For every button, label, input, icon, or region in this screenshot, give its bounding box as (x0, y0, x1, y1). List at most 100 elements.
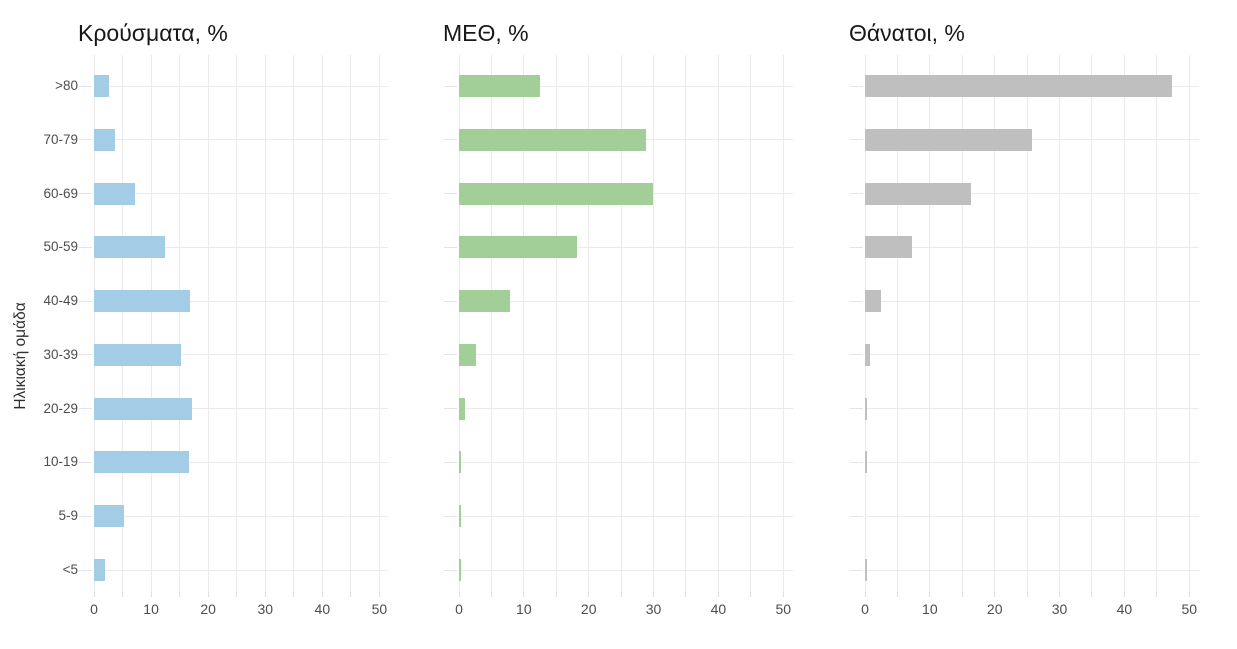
x-axis-tick (321, 592, 323, 597)
bar-5-9 (94, 505, 124, 528)
bar-20-29 (94, 397, 193, 420)
x-gridline (994, 55, 996, 592)
bar->80 (865, 75, 1172, 97)
x-gridline (458, 55, 460, 592)
x-gridline (750, 55, 752, 592)
panel-icu: 0 10 20 30 40 50 (444, 55, 793, 617)
y-category-label: 30-39 (43, 346, 78, 362)
y-axis-tick (850, 515, 863, 517)
bar-20-29 (459, 397, 466, 420)
x-tick-label: 40 (710, 601, 727, 617)
x-tick-label: 20 (580, 601, 597, 617)
y-category-label: >80 (55, 78, 78, 93)
y-gridline (94, 246, 388, 248)
x-axis-tick (1026, 592, 1028, 597)
x-axis-tick (179, 592, 181, 597)
y-gridline (459, 246, 793, 248)
y-gridline (865, 193, 1199, 195)
x-tick-label: 50 (371, 601, 388, 617)
panel-cases: 0 10 20 30 40 50 >80 70-79 60-69 50-59 40-49 30-39 2… (43, 55, 388, 617)
y-axis-tick (850, 139, 863, 141)
y-axis-tick (850, 193, 863, 195)
panel-title-icu: ΜΕΘ, % (443, 20, 529, 46)
x-axis-tick (782, 592, 784, 597)
bar-<5 (459, 559, 461, 582)
x-gridline (1059, 55, 1061, 592)
x-axis-tick (122, 592, 124, 597)
y-axis-tick (850, 461, 863, 463)
x-tick-label: 10 (143, 601, 159, 617)
bar-60-69 (94, 182, 135, 205)
x-axis-tick (653, 592, 655, 597)
x-gridline (523, 55, 525, 592)
x-axis-tick (523, 592, 525, 597)
y-axis-tick (850, 354, 863, 356)
x-gridline (264, 55, 266, 592)
y-category-label: 60-69 (43, 185, 78, 201)
y-category-label: 20-29 (43, 400, 78, 416)
y-axis-tick (850, 300, 863, 302)
x-gridline (1091, 55, 1093, 592)
x-gridline (236, 55, 238, 592)
x-gridline (782, 55, 784, 592)
bar-60-69 (459, 182, 653, 205)
y-axis-tick (850, 246, 863, 248)
bar-70-79 (459, 128, 646, 151)
x-axis-tick (864, 592, 866, 597)
x-tick-label: 50 (1181, 601, 1198, 617)
panel-title-deaths: Θάνατοι, % (849, 20, 965, 46)
y-axis-tick (444, 193, 457, 195)
y-gridline (865, 515, 1199, 517)
y-axis-tick (444, 408, 457, 410)
x-gridline (1026, 55, 1028, 592)
y-axis-tick (444, 139, 457, 141)
bar-30-39 (94, 343, 182, 366)
y-gridline (865, 461, 1199, 463)
bar-70-79 (94, 128, 116, 151)
y-gridline (459, 408, 793, 410)
x-gridline (653, 55, 655, 592)
x-axis-tick (150, 592, 152, 597)
y-gridline (459, 300, 793, 302)
x-axis-tick (236, 592, 238, 597)
y-axis-tick (444, 85, 457, 87)
bar-30-39 (459, 343, 476, 366)
y-axis-tick (79, 300, 92, 302)
y-axis-tick (444, 569, 457, 571)
bar-20-29 (865, 397, 867, 420)
bar-<5 (94, 559, 105, 582)
y-gridline (94, 193, 388, 195)
x-gridline (490, 55, 492, 592)
y-gridline (94, 569, 388, 571)
bar-10-19 (94, 451, 189, 474)
bar-50-59 (865, 236, 913, 259)
x-axis-tick (490, 592, 492, 597)
y-axis-tick (79, 515, 92, 517)
x-gridline (961, 55, 963, 592)
x-axis-tick (1123, 592, 1125, 597)
x-axis-tick (717, 592, 719, 597)
x-tick-label: 20 (986, 601, 1003, 617)
x-tick-label: 0 (861, 601, 869, 617)
x-axis-tick (994, 592, 996, 597)
x-tick-label: 10 (516, 601, 532, 617)
y-axis-tick (444, 246, 457, 248)
x-gridline (179, 55, 181, 592)
x-tick-label: 30 (1051, 601, 1068, 617)
y-axis-tick (444, 515, 457, 517)
x-axis-tick (685, 592, 687, 597)
x-tick-label: 40 (1116, 601, 1133, 617)
bar-40-49 (94, 290, 191, 313)
x-tick-label: 30 (257, 601, 274, 617)
x-tick-label: 20 (200, 601, 216, 617)
x-axis-tick (750, 592, 752, 597)
panel-title-cases: Κρούσματα, % (78, 20, 228, 46)
y-gridline (94, 461, 388, 463)
y-gridline (459, 461, 793, 463)
y-axis-tick (79, 193, 92, 195)
x-tick-label: 30 (645, 601, 662, 617)
y-gridline (94, 139, 388, 141)
x-gridline (929, 55, 931, 592)
x-tick-label: 10 (922, 601, 938, 617)
